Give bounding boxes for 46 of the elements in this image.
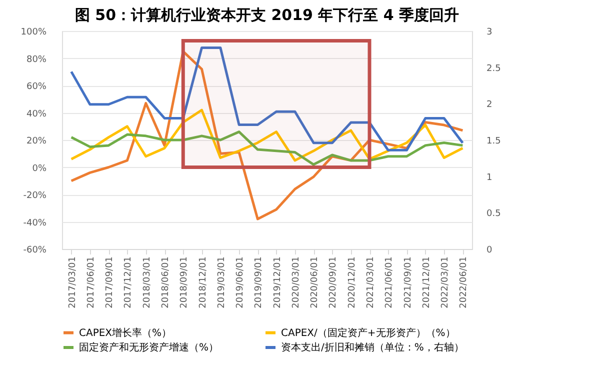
x-tick-label: 2018/09/01	[180, 256, 190, 308]
x-tick-label: 2019/06/01	[236, 256, 246, 308]
y-tick-label: 80%	[26, 54, 47, 65]
x-tick-label: 2017/03/01	[68, 256, 78, 308]
legend-label: CAPEX增长率（%）	[79, 326, 172, 339]
y2-tick-label: 2	[486, 100, 492, 110]
y2-tick-label: 1	[486, 172, 492, 183]
y2-tick-label: 1.5	[486, 136, 501, 146]
x-tick-label: 2020/06/01	[310, 256, 320, 308]
y2-tick-label: 0.5	[486, 209, 501, 220]
x-tick-label: 2017/09/01	[105, 256, 116, 308]
chart-title: 图 50：计算机行业资本开支 2019 年下行至 4 季度回升	[74, 6, 460, 24]
x-tick-label: 2022/03/01	[440, 256, 451, 308]
y2-tick-label: 3	[486, 28, 492, 38]
x-tick-label: 2018/12/01	[198, 256, 208, 308]
x-tick-label: 2017/06/01	[86, 256, 96, 308]
x-tick-label: 2021/03/01	[366, 256, 376, 308]
y2-tick-label: 2.5	[486, 64, 501, 74]
x-tick-label: 2022/06/01	[459, 256, 470, 308]
x-tick-label: 2021/06/01	[384, 256, 395, 308]
x-tick-label: 2020/09/01	[328, 256, 339, 308]
line-series	[70, 46, 464, 152]
y-tick-label: -60%	[23, 246, 47, 256]
x-tick-label: 2019/12/01	[272, 256, 283, 308]
y-tick-label: 0%	[32, 164, 47, 174]
line-series	[70, 130, 464, 166]
y-tick-label: 20%	[26, 136, 47, 146]
x-tick-label: 2020/03/01	[291, 256, 302, 308]
y-tick-label: 100%	[20, 28, 47, 38]
x-tick-label: 2018/03/01	[142, 256, 152, 308]
x-tick-label: 2018/06/01	[161, 256, 171, 308]
legend-label: 固定资产和无形资产增速（%）	[79, 342, 219, 354]
line-series	[70, 108, 464, 162]
y-tick-label: 60%	[26, 82, 47, 92]
y2-tick-label: 0	[486, 246, 492, 256]
legend-label: 资本支出/折旧和摊销（单位：%，右轴）	[281, 342, 464, 354]
x-tick-label: 2021/12/01	[422, 256, 432, 308]
x-tick-label: 2019/09/01	[254, 256, 264, 308]
x-tick-label: 2017/12/01	[124, 256, 134, 308]
x-tick-label: 2021/09/01	[403, 256, 414, 308]
y-tick-label: -20%	[23, 191, 47, 201]
x-tick-label: 2020/12/01	[347, 256, 358, 308]
legend-label: CAPEX/（固定资产+无形资产）（%）	[281, 326, 456, 339]
y-tick-label: -40%	[23, 218, 47, 228]
y-tick-label: 40%	[26, 109, 47, 120]
x-tick-label: 2019/03/01	[216, 256, 227, 308]
